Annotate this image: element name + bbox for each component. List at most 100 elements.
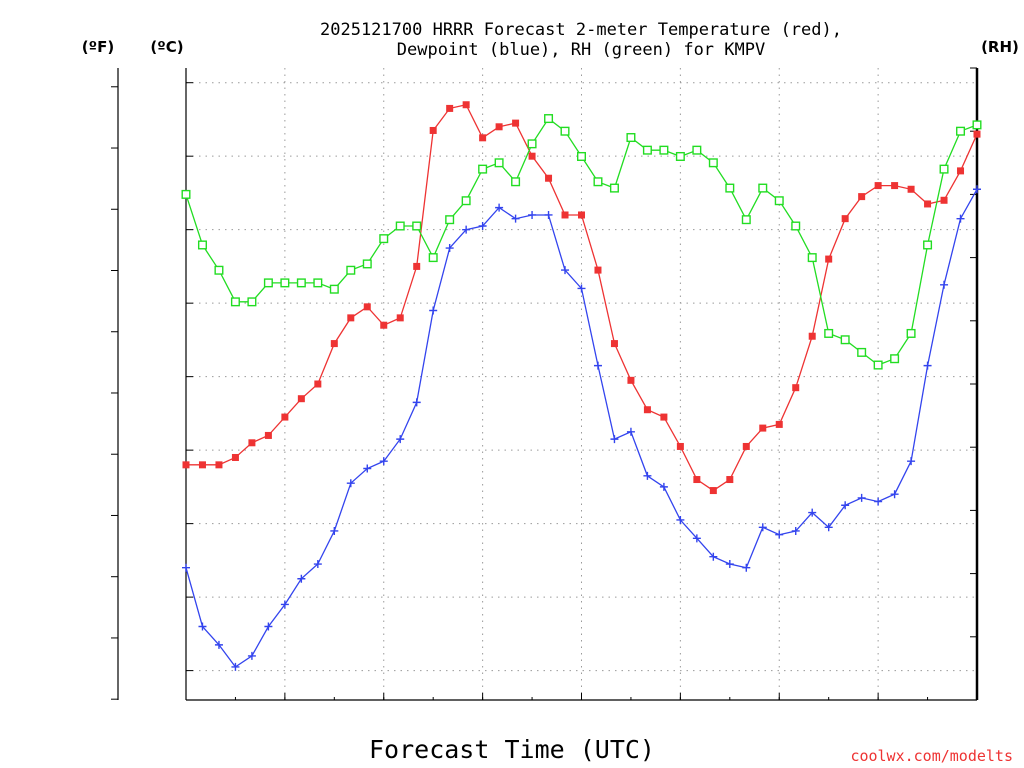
dewpoint-point xyxy=(923,361,932,370)
rh-point xyxy=(362,259,372,269)
dewpoint-point xyxy=(478,222,487,230)
dewpoint-point xyxy=(561,266,570,275)
2-meter-temperature-point xyxy=(314,380,322,388)
2-meter-temperature-point xyxy=(924,200,932,208)
2-meter-temperature-point xyxy=(347,314,355,322)
2-meter-temperature-point xyxy=(281,413,289,421)
2-meter-temperature-point xyxy=(676,442,684,450)
axes xyxy=(117,68,979,701)
dewpoint-point xyxy=(495,203,504,212)
2-meter-temperature-point xyxy=(792,384,800,392)
2-meter-temperature-point xyxy=(578,211,585,219)
2-meter-temperature-point xyxy=(775,420,783,428)
rh-point xyxy=(263,278,273,288)
2-meter-temperature-point xyxy=(610,340,618,348)
dewpoint-point xyxy=(659,482,668,491)
2-meter-temperature-point xyxy=(545,174,553,182)
rh-point xyxy=(609,183,619,193)
dewpoint-point xyxy=(973,185,981,194)
2-meter-temperature-point xyxy=(874,182,882,190)
rh-point xyxy=(741,215,751,225)
rh-point xyxy=(296,278,306,288)
2-meter-temperature-point xyxy=(528,152,536,160)
dewpoint-point xyxy=(544,210,553,219)
2-meter-temperature-point xyxy=(363,303,371,311)
dewpoint-point xyxy=(280,600,289,609)
rh-point xyxy=(379,234,389,244)
2-meter-temperature-point xyxy=(841,215,849,223)
2-meter-temperature-point xyxy=(479,134,487,142)
rh-point xyxy=(197,240,207,250)
dewpoint-point xyxy=(857,493,866,502)
dewpoint-point xyxy=(363,464,372,473)
rh-point xyxy=(412,221,422,231)
dewpoint-point xyxy=(346,479,355,488)
2-meter-temperature-point xyxy=(709,487,717,495)
2-meter-temperature-point xyxy=(561,211,569,219)
dewpoint-point xyxy=(396,435,405,444)
2-meter-temperature-point xyxy=(429,126,437,134)
dewpoint-point xyxy=(791,526,800,535)
dewpoint-point xyxy=(874,497,883,506)
rh-point xyxy=(329,284,339,294)
rh-point xyxy=(956,126,966,136)
2-meter-temperature-point xyxy=(446,104,454,112)
2-meter-temperature-point xyxy=(512,119,520,127)
2-meter-temperature-point xyxy=(495,123,503,131)
rh-point xyxy=(642,145,652,155)
2-meter-temperature-point xyxy=(627,376,635,384)
rh-unit-label: (RH) xyxy=(981,38,1019,56)
rh-point xyxy=(824,328,834,338)
2-meter-temperature-point xyxy=(643,406,651,414)
dewpoint-point xyxy=(313,560,322,569)
rh-point xyxy=(544,114,554,124)
dewpoint-point xyxy=(907,457,916,466)
2-meter-temperature-point xyxy=(940,196,948,204)
2-meter-temperature-point xyxy=(957,167,965,175)
2-meter-temperature-point xyxy=(231,453,239,461)
rh-point xyxy=(890,354,900,364)
2-meter-temperature-point xyxy=(759,424,767,432)
dewpoint-point xyxy=(182,563,190,572)
celsius-unit-label: (ºC) xyxy=(150,38,183,56)
rh-point xyxy=(923,240,933,250)
rh-point xyxy=(939,164,949,174)
dewpoint-point xyxy=(725,560,734,569)
rh-point xyxy=(593,177,603,187)
2-meter-temperature-point xyxy=(330,340,338,348)
dewpoint-point xyxy=(890,490,899,499)
dewpoint-point xyxy=(808,508,817,517)
dewpoint-point xyxy=(412,398,421,407)
2-meter-temperature-point xyxy=(742,442,750,450)
rh-point xyxy=(758,183,768,193)
2-meter-temperature-point xyxy=(264,431,272,439)
dewpoint-point xyxy=(264,622,273,631)
rh-point xyxy=(214,265,224,275)
2-meter-temperature-point xyxy=(182,461,190,469)
dewpoint-point xyxy=(610,435,619,444)
chart-title-line1: 2025121700 HRRR Forecast 2-meter Tempera… xyxy=(320,20,842,40)
rh-point xyxy=(807,253,817,263)
2-meter-temperature-point xyxy=(396,314,404,322)
dewpoint-point xyxy=(956,214,965,223)
dewpoint-point xyxy=(577,284,586,293)
rh-point xyxy=(774,196,784,206)
rh-point xyxy=(395,221,405,231)
data-series xyxy=(181,101,982,671)
rh-point xyxy=(494,158,504,168)
rh-point xyxy=(840,335,850,345)
rh-point xyxy=(560,126,570,136)
rh-point xyxy=(428,253,438,263)
2-meter-temperature-point xyxy=(693,476,701,484)
rh-point xyxy=(906,328,916,338)
rh-point xyxy=(230,297,240,307)
rh-point xyxy=(577,151,587,161)
dewpoint-point xyxy=(626,427,635,436)
dewpoint-point xyxy=(775,530,784,539)
dewpoint-point xyxy=(742,563,751,572)
celsius-axis-ticks xyxy=(186,82,193,672)
2-meter-temperature-point xyxy=(858,193,866,201)
2-meter-temperature-point xyxy=(726,476,734,484)
rh-point xyxy=(445,215,455,225)
